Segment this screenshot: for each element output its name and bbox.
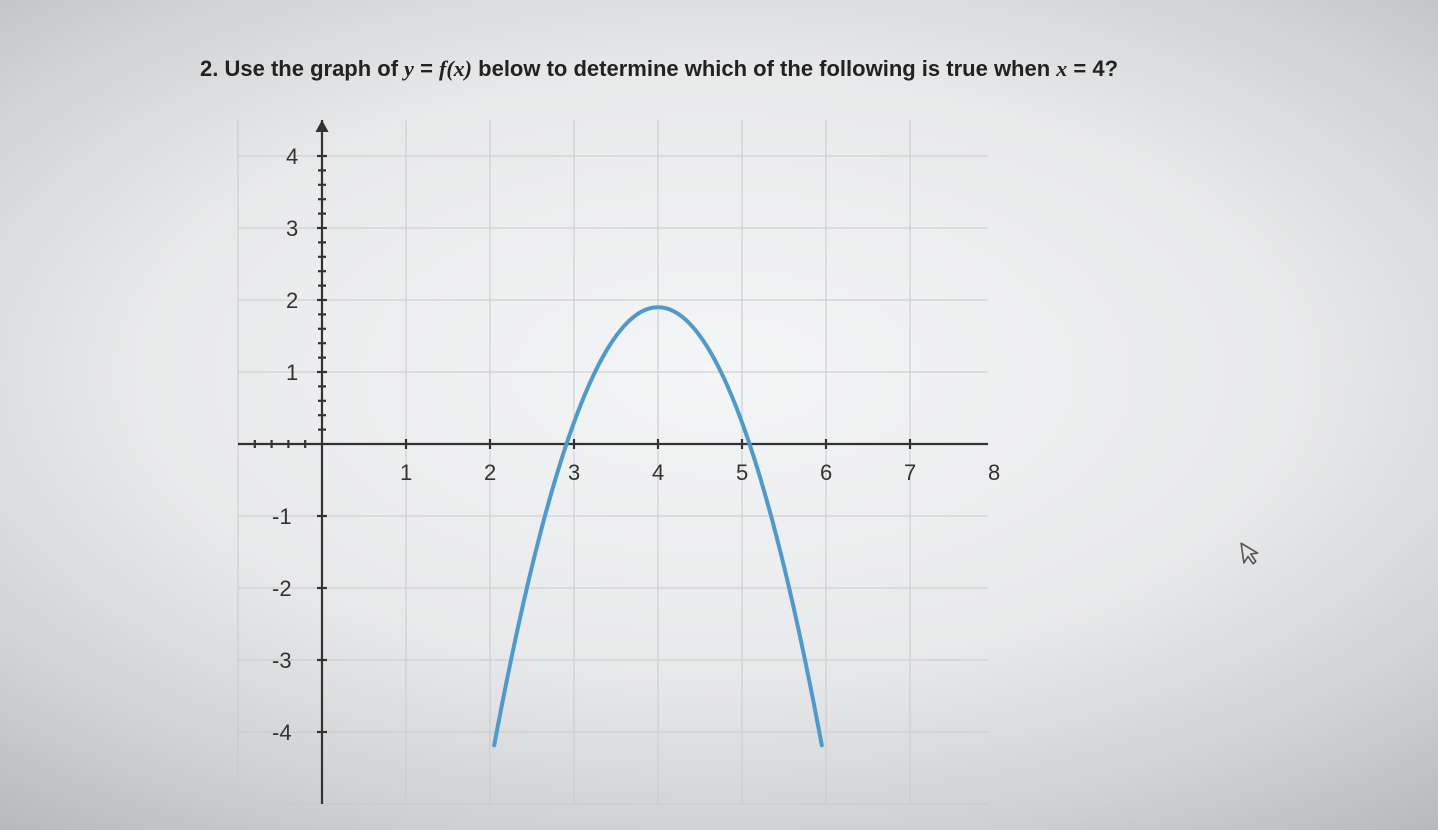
x-tick-label: 7 — [904, 460, 916, 486]
y-tick-label: 1 — [286, 360, 298, 386]
y-tick-label: 3 — [286, 216, 298, 242]
graph-svg — [228, 90, 988, 810]
question-text: 2. Use the graph of y = f(x) below to de… — [200, 56, 1118, 82]
equation2-rhs: 4? — [1092, 56, 1118, 81]
x-tick-label: 5 — [736, 460, 748, 486]
x-tick-label: 6 — [820, 460, 832, 486]
equation2-lhs: x — [1056, 56, 1067, 81]
x-tick-label: 8 — [988, 460, 1000, 486]
x-tick-label: 3 — [568, 460, 580, 486]
y-tick-label: 4 — [286, 144, 298, 170]
y-tick-label: -1 — [272, 504, 292, 530]
y-tick-label: 2 — [286, 288, 298, 314]
cursor-icon — [1238, 539, 1264, 574]
x-tick-label: 4 — [652, 460, 664, 486]
x-tick-label: 1 — [400, 460, 412, 486]
graph-panel: 123456784321-1-2-3-4 — [228, 90, 988, 810]
equation2-eq: = — [1073, 56, 1092, 81]
y-tick-label: -4 — [272, 720, 292, 746]
y-tick-label: -2 — [272, 576, 292, 602]
equation-rhs: f(x) — [439, 56, 472, 81]
x-tick-label: 2 — [484, 460, 496, 486]
question-mid: below to determine which of the followin… — [478, 56, 1056, 81]
question-prefix: Use the graph of — [224, 56, 404, 81]
y-tick-label: -3 — [272, 648, 292, 674]
equation-eq: = — [420, 56, 439, 81]
equation-lhs: y — [404, 56, 414, 81]
question-number: 2. — [200, 56, 218, 81]
